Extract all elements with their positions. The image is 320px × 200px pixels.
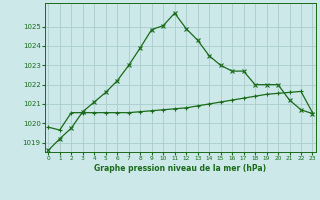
X-axis label: Graphe pression niveau de la mer (hPa): Graphe pression niveau de la mer (hPa) bbox=[94, 164, 267, 173]
